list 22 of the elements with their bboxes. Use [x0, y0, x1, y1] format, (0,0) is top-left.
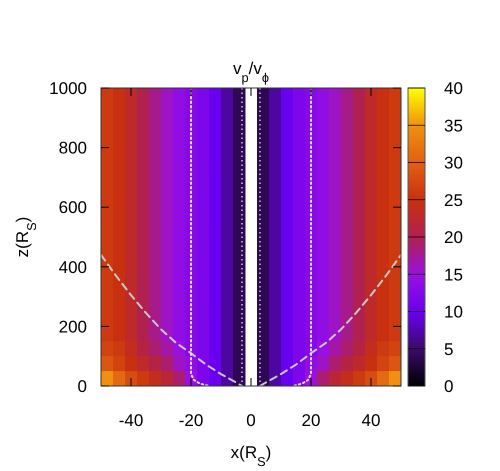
color-bar-label: 15 [444, 265, 463, 284]
chart-title: v$_{p}$/v$_{ϕ}$ [233, 59, 269, 84]
x-tick-label: -40 [118, 411, 144, 430]
color-bar-label: 25 [444, 190, 463, 210]
x-tick-label: 0 [246, 411, 256, 430]
y-tick-label: 400 [58, 258, 87, 277]
x-tick-label: 40 [362, 411, 380, 430]
x-tick-label: 20 [302, 411, 320, 430]
color-bar-label: 0 [444, 377, 454, 396]
y-tick-label: 200 [58, 317, 87, 336]
color-bar-label: 30 [444, 154, 463, 172]
y-tick-label: 0 [78, 377, 87, 396]
color-bar-label: 35 [444, 116, 463, 136]
y-tick-label: 600 [58, 198, 87, 218]
color-bar-label: 40 [444, 79, 463, 98]
x-axis-title: x(R$_{S}$) [230, 443, 272, 468]
y-tick-label: 800 [58, 138, 87, 158]
x-tick-label: -20 [178, 411, 204, 430]
color-bar-label: 5 [444, 340, 454, 359]
y-tick-label: 1000 [49, 79, 87, 98]
color-bar-label: 20 [444, 228, 463, 247]
color-bar-label: 10 [444, 302, 463, 322]
